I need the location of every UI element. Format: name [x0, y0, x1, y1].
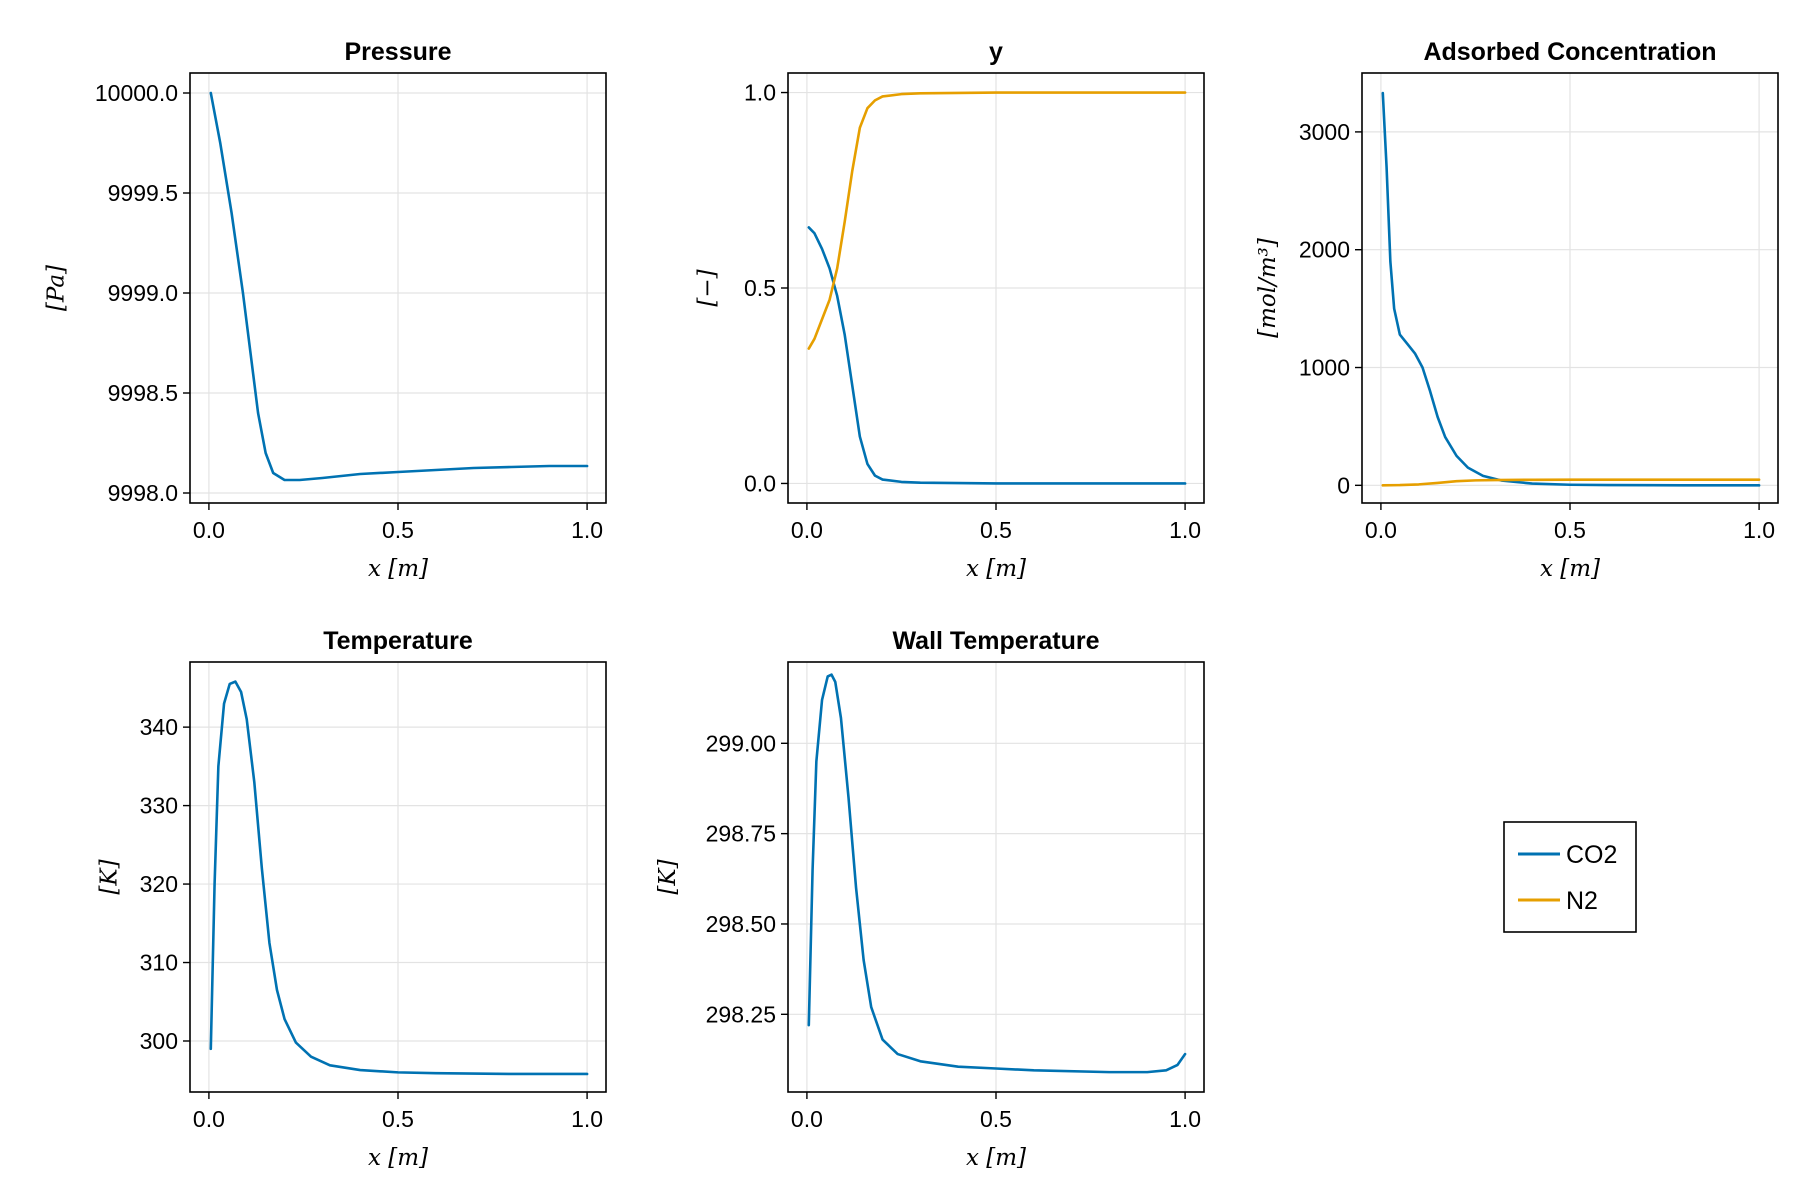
chart-adsorbed-concentration-ytick-label-1: 1000	[1299, 355, 1350, 381]
chart-pressure-xlabel: x [m]	[368, 556, 428, 582]
chart-adsorbed-concentration-ytick-label-3: 3000	[1299, 119, 1350, 145]
chart-temperature-ytick-label-4: 340	[140, 714, 178, 740]
legend: CO2 N2	[1503, 821, 1637, 933]
legend-label-co2: CO2	[1566, 841, 1617, 869]
chart-wall-temperature-ytick-label-2: 298.75	[706, 821, 776, 847]
chart-pressure-xtick-label-1: 0.5	[382, 517, 414, 543]
chart-y-ytick-label-0: 0.0	[744, 470, 776, 496]
chart-pressure-series-co2	[209, 91, 589, 482]
chart-y: 0.0 0.5 1.0 0.0 0.5 1.0 y x [m] [−]	[694, 38, 1205, 582]
chart-wall-temperature-xtick-label-1: 0.5	[980, 1106, 1012, 1132]
chart-temperature-xlabel: x [m]	[368, 1145, 428, 1171]
chart-wall-temperature-xtick-label-0: 0.0	[791, 1106, 823, 1132]
chart-adsorbed-concentration-xlabel: x [m]	[1540, 556, 1600, 582]
chart-temperature-series-co2	[209, 680, 589, 1076]
chart-adsorbed-concentration-xtick-label-1: 0.5	[1554, 517, 1586, 543]
chart-y-title: y	[989, 38, 1003, 66]
chart-y-xtick-label-0: 0.0	[791, 517, 823, 543]
chart-pressure-xtick-label-0: 0.0	[193, 517, 225, 543]
chart-adsorbed-concentration-ytick-label-0: 0	[1337, 472, 1350, 498]
chart-adsorbed-concentration-ytick-label-2: 2000	[1299, 237, 1350, 263]
chart-adsorbed-concentration-series-co2	[1381, 91, 1761, 487]
chart-adsorbed-concentration-xtick-label-2: 1.0	[1743, 517, 1775, 543]
chart-pressure-ytick-label-2: 9999.0	[108, 280, 178, 306]
chart-adsorbed-concentration-title: Adsorbed Concentration	[1423, 38, 1716, 66]
chart-pressure-ytick-label-4: 10000.0	[95, 80, 178, 106]
chart-temperature-ytick-label-0: 300	[140, 1028, 178, 1054]
chart-wall-temperature: 0.0 0.5 1.0 298.25 298.50 298.75 299.00 Wall Te…	[655, 627, 1205, 1171]
chart-temperature-ylabel: [K]	[96, 859, 122, 894]
chart-wall-temperature-xtick-label-2: 1.0	[1169, 1106, 1201, 1132]
chart-pressure: 0.0 0.5 1.0 9998.0 9998.5 9999.0 9999.5 10000.0…	[44, 38, 607, 582]
chart-y-xlabel: x [m]	[966, 556, 1026, 582]
chart-y-ytick-label-2: 1.0	[744, 80, 776, 106]
chart-wall-temperature-ytick-label-0: 298.25	[706, 1001, 776, 1027]
chart-adsorbed-concentration: 0.0 0.5 1.0 0 1000 2000 3000 Adsorbed Concentra…	[1255, 38, 1779, 582]
chart-y-series-co2	[807, 226, 1187, 485]
chart-panels: 0.0 0.5 1.09998.09998.59999.09999.510000.0…	[44, 38, 1779, 1171]
legend-box	[1503, 821, 1637, 933]
chart-adsorbed-concentration-series-n2	[1381, 478, 1761, 487]
chart-pressure-ytick-label-3: 9999.5	[108, 180, 178, 206]
chart-wall-temperature-ylabel: [K]	[655, 859, 681, 894]
chart-pressure-ytick-label-1: 9998.5	[108, 380, 178, 406]
chart-adsorbed-concentration-ylabel: [mol/m³]	[1255, 238, 1281, 338]
chart-pressure-title: Pressure	[344, 38, 451, 66]
chart-wall-temperature-ytick-label-1: 298.50	[706, 911, 776, 937]
chart-temperature-ytick-label-1: 310	[140, 950, 178, 976]
chart-wall-temperature-ytick-label-3: 299.00	[706, 730, 776, 756]
chart-adsorbed-concentration-xtick-label-0: 0.0	[1365, 517, 1397, 543]
chart-temperature-ytick-label-2: 320	[140, 871, 178, 897]
chart-temperature-xtick-label-2: 1.0	[571, 1106, 603, 1132]
chart-pressure-xtick-label-2: 1.0	[571, 517, 603, 543]
chart-y-xtick-label-2: 1.0	[1169, 517, 1201, 543]
chart-pressure-ylabel: [Pa]	[44, 265, 70, 311]
chart-wall-temperature-title: Wall Temperature	[893, 627, 1100, 655]
chart-temperature-xtick-label-1: 0.5	[382, 1106, 414, 1132]
chart-wall-temperature-series-co2	[807, 673, 1187, 1074]
chart-temperature-xtick-label-0: 0.0	[193, 1106, 225, 1132]
chart-y-xtick-label-1: 0.5	[980, 517, 1012, 543]
chart-pressure-ytick-label-0: 9998.0	[108, 480, 178, 506]
chart-y-series-n2	[807, 91, 1187, 350]
legend-label-n2: N2	[1566, 887, 1598, 915]
chart-y-ytick-label-1: 0.5	[744, 275, 776, 301]
chart-wall-temperature-xlabel: x [m]	[966, 1145, 1026, 1171]
chart-temperature-ytick-label-3: 330	[140, 793, 178, 819]
chart-y-ylabel: [−]	[694, 269, 720, 306]
chart-temperature-title: Temperature	[323, 627, 473, 655]
chart-temperature: 0.0 0.5 1.0 300 310 320 330 340 Temperature x [m]…	[96, 627, 607, 1171]
